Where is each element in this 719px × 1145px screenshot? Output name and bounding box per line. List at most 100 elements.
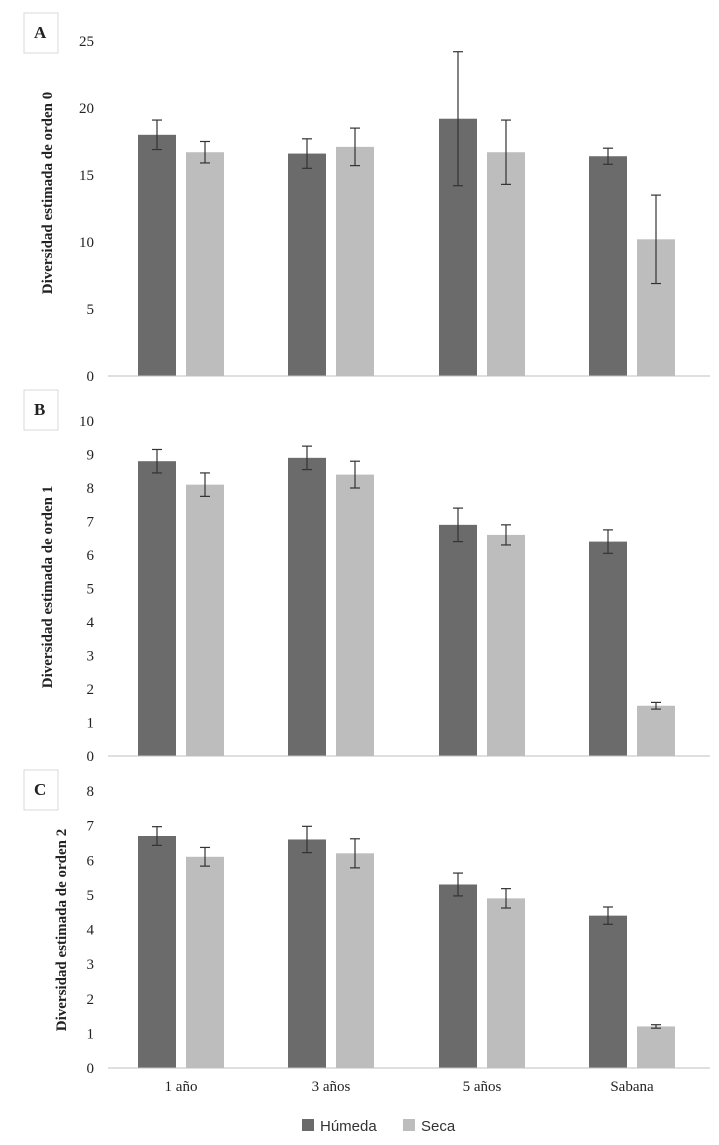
panel-c-bar-humeda-3-anos	[288, 839, 326, 1068]
legend: Húmeda Seca	[302, 1118, 456, 1135]
panel-a-y-tick-5: 5	[87, 302, 95, 318]
panel-c-y-tick-8: 8	[87, 784, 95, 800]
panel-c-y-tick-2: 2	[87, 992, 95, 1008]
panel-a-bar-humeda-3-anos-error-bar	[302, 138, 312, 169]
panel-a-y-tick-10: 10	[79, 235, 94, 251]
panel-b-bar-humeda-3-anos	[288, 457, 326, 756]
panel-b: B Diversidad estimada de orden 1 0 1 2 3 4 5 6…	[23, 389, 710, 765]
panel-c-bar-humeda-3-anos-error-bar	[302, 825, 312, 854]
panel-a-bar-humeda-1-ano-error-bar	[152, 119, 162, 151]
panel-c-bar-seca-3-anos-error-bar	[350, 838, 360, 869]
panel-c-y-tick-7: 7	[87, 819, 95, 835]
legend-label-humeda: Húmeda	[320, 1118, 377, 1135]
panel-c-y-tick-0: 0	[87, 1061, 95, 1077]
panel-c-letter-box	[23, 769, 59, 811]
panel-b-bar-seca-5-anos	[487, 534, 525, 756]
panel-c-y-tick-1: 1	[87, 1026, 95, 1042]
panel-c-y-tick-5: 5	[87, 888, 95, 904]
panel-c-letter: C	[34, 780, 46, 799]
panel-a-bar-humeda-3-anos	[288, 153, 326, 376]
panel-c-y-tick-3: 3	[87, 957, 95, 973]
panel-c-bar-humeda-1-ano-error-bar	[152, 826, 162, 846]
panel-c-bar-humeda-5-anos	[439, 884, 477, 1068]
panel-b-bar-seca-3-anos-error-bar	[350, 460, 360, 489]
panel-a-bar-humeda-5-anos-error-bar	[453, 51, 463, 187]
panel-b-y-tick-4: 4	[87, 615, 95, 631]
panel-c-bar-seca-5-anos	[487, 898, 525, 1068]
panel-a-y-tick-0: 0	[87, 369, 95, 385]
legend-swatch-humeda	[302, 1119, 314, 1131]
panel-b-y-tick-2: 2	[87, 682, 95, 698]
legend-swatch-seca	[403, 1119, 415, 1131]
panel-a-bar-seca-1-ano-error-bar	[200, 140, 210, 164]
panel-b-bar-humeda-3-anos-error-bar	[302, 445, 312, 471]
panel-b-y-tick-0: 0	[87, 749, 95, 765]
panel-b-bars	[138, 445, 675, 756]
panel-b-bar-humeda-1-ano-error-bar	[152, 448, 162, 474]
panel-b-y-tick-7: 7	[87, 515, 95, 531]
panel-b-y-tick-9: 9	[87, 448, 95, 464]
panel-a-y-tick-25: 25	[79, 34, 94, 50]
panel-c-y-tick-4: 4	[87, 923, 95, 939]
panel-c-bar-humeda-1-ano	[138, 836, 176, 1068]
panel-c: C Diversidad estimada de orden 2 0 1 2 3 4 5 6…	[23, 769, 710, 1077]
panel-b-bar-seca-1-ano	[186, 484, 224, 756]
category-label-5-anos: 5 años	[463, 1079, 502, 1095]
panel-b-letter: B	[34, 400, 45, 419]
panel-b-bar-seca-3-anos	[336, 474, 374, 756]
panel-a-bar-seca-3-anos-error-bar	[350, 127, 360, 167]
panel-a-bar-humeda-sabana	[589, 156, 627, 376]
panel-a-bar-seca-5-anos	[487, 152, 525, 376]
panel-b-bar-seca-sabana	[637, 705, 675, 756]
panel-c-bar-seca-sabana	[637, 1026, 675, 1068]
panel-b-y-tick-5: 5	[87, 582, 95, 598]
panel-c-bar-seca-3-anos	[336, 853, 374, 1068]
panel-b-letter-box	[23, 389, 59, 431]
panel-a-bars	[138, 51, 675, 376]
panel-c-bar-seca-sabana-error-bar	[651, 1024, 661, 1029]
panel-b-y-tick-8: 8	[87, 481, 95, 497]
panel-a-y-ticks: 0 5 10 15 20 25	[79, 34, 94, 385]
panel-c-bar-humeda-sabana-error-bar	[603, 906, 613, 925]
panel-c-bar-seca-5-anos-error-bar	[501, 888, 511, 909]
panel-a-bar-seca-5-anos-error-bar	[501, 119, 511, 185]
panel-c-bar-seca-1-ano	[186, 856, 224, 1068]
panel-a-letter-box	[23, 12, 59, 54]
panel-c-y-axis-label: Diversidad estimada de orden 2	[54, 829, 70, 1032]
category-label-sabana: Sabana	[610, 1079, 654, 1095]
panel-b-bar-seca-1-ano-error-bar	[200, 472, 210, 497]
panel-b-bar-humeda-1-ano	[138, 461, 176, 756]
x-axis-category-labels: 1 año 3 años 5 años Sabana	[165, 1079, 654, 1095]
panel-b-bar-humeda-sabana-error-bar	[603, 529, 613, 554]
panel-b-y-tick-6: 6	[87, 548, 95, 564]
panel-b-y-tick-1: 1	[87, 716, 95, 732]
panel-c-y-tick-6: 6	[87, 853, 95, 869]
panel-b-y-ticks: 0 1 2 3 4 5 6 7 8 9 10	[79, 414, 95, 765]
panel-a-y-axis-label: Diversidad estimada de orden 0	[40, 92, 56, 295]
panel-b-y-tick-10: 10	[79, 414, 94, 430]
panel-a-letter: A	[34, 23, 47, 42]
panel-b-bar-seca-5-anos-error-bar	[501, 524, 511, 546]
panel-b-y-tick-3: 3	[87, 649, 95, 665]
panel-a-bar-humeda-1-ano	[138, 134, 176, 376]
panel-c-bars	[138, 825, 675, 1068]
legend-label-seca: Seca	[421, 1118, 456, 1135]
panel-a: A Diversidad estimada de orden 0 0 5 10 15 2…	[23, 12, 710, 385]
category-label-3-anos: 3 años	[312, 1079, 351, 1095]
panel-a-bar-seca-sabana-error-bar	[651, 194, 661, 285]
category-label-1-ano: 1 año	[165, 1079, 198, 1095]
panel-b-y-axis-label: Diversidad estimada de orden 1	[40, 486, 56, 689]
panel-c-bar-humeda-sabana	[589, 915, 627, 1068]
panel-c-bar-humeda-5-anos-error-bar	[453, 872, 463, 897]
panel-c-bar-seca-1-ano-error-bar	[200, 846, 210, 867]
panel-a-y-tick-15: 15	[79, 168, 94, 184]
panel-b-bar-seca-sabana-error-bar	[651, 701, 661, 710]
panel-a-bar-seca-3-anos	[336, 146, 374, 376]
panel-b-bar-humeda-5-anos-error-bar	[453, 507, 463, 543]
panel-a-bar-seca-1-ano	[186, 152, 224, 376]
panel-a-bar-humeda-sabana-error-bar	[603, 147, 613, 165]
panel-c-y-ticks: 0 1 2 3 4 5 6 7 8	[87, 784, 95, 1077]
panel-b-bar-humeda-sabana	[589, 541, 627, 756]
panel-b-bar-humeda-5-anos	[439, 524, 477, 756]
